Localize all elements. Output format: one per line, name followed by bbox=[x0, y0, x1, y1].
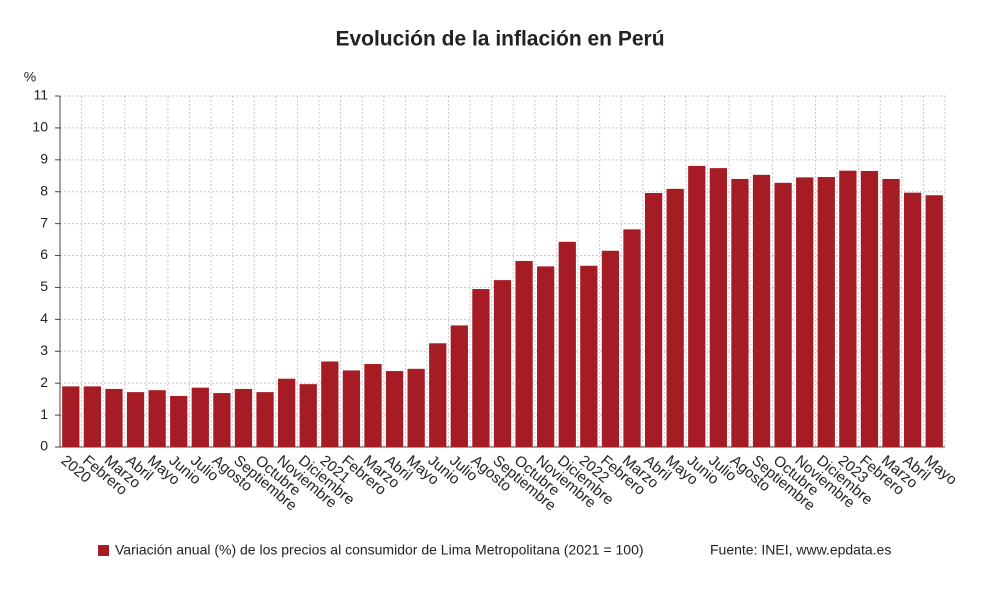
bar bbox=[601, 250, 620, 447]
bar bbox=[191, 387, 209, 447]
legend-swatch bbox=[98, 545, 109, 556]
bar bbox=[407, 368, 425, 447]
y-unit: % bbox=[24, 69, 36, 85]
bar bbox=[817, 177, 835, 448]
bar bbox=[537, 266, 555, 447]
y-tick-label: 6 bbox=[40, 246, 48, 262]
bar bbox=[796, 177, 814, 448]
bar bbox=[450, 325, 468, 447]
y-tick-label: 3 bbox=[40, 342, 48, 358]
bar bbox=[493, 280, 512, 447]
bar bbox=[342, 370, 361, 447]
bar bbox=[623, 229, 641, 447]
bar bbox=[860, 170, 879, 447]
bar bbox=[688, 165, 706, 447]
bar bbox=[62, 386, 80, 447]
y-tick-label: 9 bbox=[40, 151, 48, 167]
bar bbox=[385, 371, 404, 447]
chart-title: Evolución de la inflación en Perú bbox=[335, 28, 664, 51]
bar bbox=[580, 265, 598, 447]
bar bbox=[299, 384, 317, 447]
bar bbox=[666, 188, 684, 447]
bar bbox=[752, 174, 771, 447]
bar bbox=[321, 361, 339, 447]
bar bbox=[148, 390, 166, 447]
y-tick-label: 8 bbox=[40, 182, 48, 198]
bar bbox=[903, 192, 922, 447]
y-tick-label: 5 bbox=[40, 278, 48, 294]
bar bbox=[731, 178, 749, 448]
bar bbox=[558, 241, 576, 447]
bar bbox=[709, 168, 727, 447]
bar bbox=[126, 392, 145, 447]
bar bbox=[170, 395, 188, 447]
bar bbox=[774, 182, 792, 447]
bar bbox=[83, 386, 102, 447]
y-tick-label: 11 bbox=[33, 87, 48, 103]
legend-label: Variación anual (%) de los precios al co… bbox=[115, 542, 644, 558]
bar bbox=[644, 193, 663, 447]
bar bbox=[472, 289, 490, 447]
bar bbox=[882, 178, 900, 448]
bar bbox=[515, 260, 533, 447]
y-tick-label: 1 bbox=[40, 406, 48, 422]
bar bbox=[105, 388, 123, 447]
source: Fuente: INEI, www.epdata.es bbox=[710, 542, 891, 558]
bar bbox=[839, 170, 857, 447]
bar bbox=[278, 378, 296, 447]
bar bbox=[925, 195, 943, 447]
bar bbox=[234, 388, 253, 447]
y-tick-label: 10 bbox=[32, 119, 48, 135]
y-tick-label: 4 bbox=[40, 310, 48, 326]
bar bbox=[256, 392, 274, 447]
bar bbox=[364, 364, 382, 447]
y-tick-label: 2 bbox=[40, 374, 48, 390]
y-tick-label: 0 bbox=[40, 438, 48, 454]
bar bbox=[213, 393, 231, 447]
y-tick-label: 7 bbox=[40, 214, 48, 230]
bar bbox=[429, 343, 447, 447]
